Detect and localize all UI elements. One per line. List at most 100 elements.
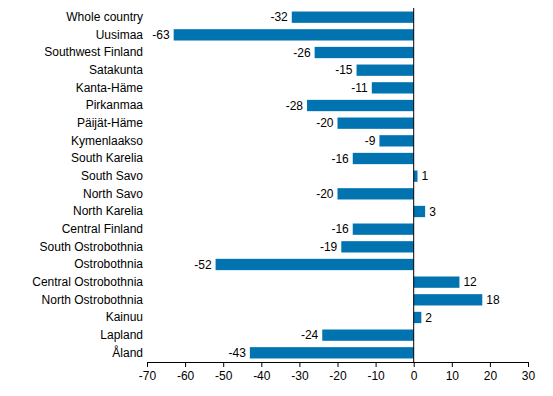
data-label: -43 [229,346,247,360]
bars [174,12,483,359]
data-label: 18 [486,293,500,307]
bar [414,171,418,182]
x-tick: -20 [329,362,347,383]
category-label: North Savo [83,187,143,201]
data-label: -24 [301,328,319,342]
bar [414,206,425,217]
data-label: -19 [320,240,338,254]
x-tick: -10 [367,362,385,383]
y-tick: Kanta-Häme [76,81,147,95]
data-label: -16 [331,222,349,236]
category-label: Central Ostrobothnia [32,275,143,289]
x-tick: 30 [522,362,536,383]
bar [353,224,414,235]
x-tick-label: -70 [139,369,157,383]
category-label: Central Finland [62,222,143,236]
data-label: 2 [425,311,432,325]
y-tick: Ostrobothnia [74,257,147,271]
y-tick: South Savo [81,169,147,183]
data-label: -16 [331,152,349,166]
y-tick: Whole country [66,10,147,24]
x-tick-mark [185,362,186,367]
category-label: Åland [112,345,143,360]
bar [414,294,483,305]
data-label: 12 [463,275,477,289]
x-tick-mark [376,362,377,367]
y-tick: North Savo [83,187,147,201]
bar [372,82,414,93]
category-label: Uusimaa [96,28,144,42]
category-label: Ostrobothnia [74,257,143,271]
x-axis-line [148,363,529,368]
bar [338,118,414,129]
bar [341,241,413,252]
data-label: -63 [152,28,170,42]
x-tick-label: -30 [291,369,309,383]
category-label: Päijät-Häme [77,116,143,130]
bar [216,259,414,270]
x-tick-mark [528,362,529,367]
y-tick: Lapland [100,328,147,342]
data-label: -20 [316,116,334,130]
data-label: -15 [335,63,353,77]
x-tick-label: -40 [253,369,271,383]
bar [315,47,414,58]
x-tick-mark [147,362,148,367]
x-tick-label: 10 [446,369,460,383]
y-tick: North Ostrobothnia [42,293,147,307]
bar [174,29,414,40]
bar [292,12,414,23]
category-label: North Karelia [73,204,143,218]
category-label: South Karelia [71,151,143,165]
y-tick: Southwest Finland [44,45,147,59]
data-label: -9 [365,134,376,148]
data-label: 1 [422,169,429,183]
bar [307,100,414,111]
x-tick-mark [223,362,224,367]
category-label: Kanta-Häme [76,81,144,95]
bar [338,188,414,199]
chart: Whole country Uusimaa Southwest Finland Sat… [0,0,553,396]
zero-line [413,8,414,362]
y-tick: Kainuu [106,310,147,324]
x-tick-label: 20 [484,369,498,383]
category-label: Kainuu [106,310,143,324]
y-tick: Satakunta [89,63,147,77]
y-axis: Whole country Uusimaa Southwest Finland Sat… [32,10,147,360]
data-label: -26 [293,46,311,60]
category-label: Pirkanmaa [86,98,144,112]
category-label: South Savo [81,169,143,183]
y-tick: Uusimaa [96,28,147,42]
y-tick: Kymenlaakso [71,134,147,148]
data-labels: -32-63-26-15-11-28-20-9-161-203-16-19-52… [152,10,500,360]
category-label: North Ostrobothnia [42,293,144,307]
x-tick-label: 30 [522,369,536,383]
y-tick: North Karelia [73,204,147,218]
x-tick-mark [414,362,415,367]
x-tick: -70 [139,362,157,383]
x-tick-label: 0 [411,369,418,383]
x-tick: -60 [177,362,195,383]
data-label: -32 [270,10,288,24]
x-axis: -70 -60 -50 -40 -30 -20 -10 0 10 20 30 [139,362,536,383]
x-tick-label: -60 [177,369,195,383]
x-tick-label: -50 [215,369,233,383]
x-tick-mark [490,362,491,367]
x-tick: 0 [411,362,418,383]
data-label: 3 [429,205,436,219]
bar [414,277,460,288]
bar [357,65,414,76]
category-label: Whole country [66,10,143,24]
x-tick-mark [452,362,453,367]
category-label: Lapland [100,328,143,342]
bar [353,153,414,164]
data-label: -28 [286,99,304,113]
x-tick: -30 [291,362,309,383]
y-tick: Päijät-Häme [77,116,147,130]
y-tick: Åland [112,345,147,360]
data-label: -20 [316,187,334,201]
y-tick: South Karelia [71,151,147,165]
category-label: Satakunta [89,63,143,77]
x-tick-label: -20 [329,369,347,383]
category-label: Southwest Finland [44,45,143,59]
